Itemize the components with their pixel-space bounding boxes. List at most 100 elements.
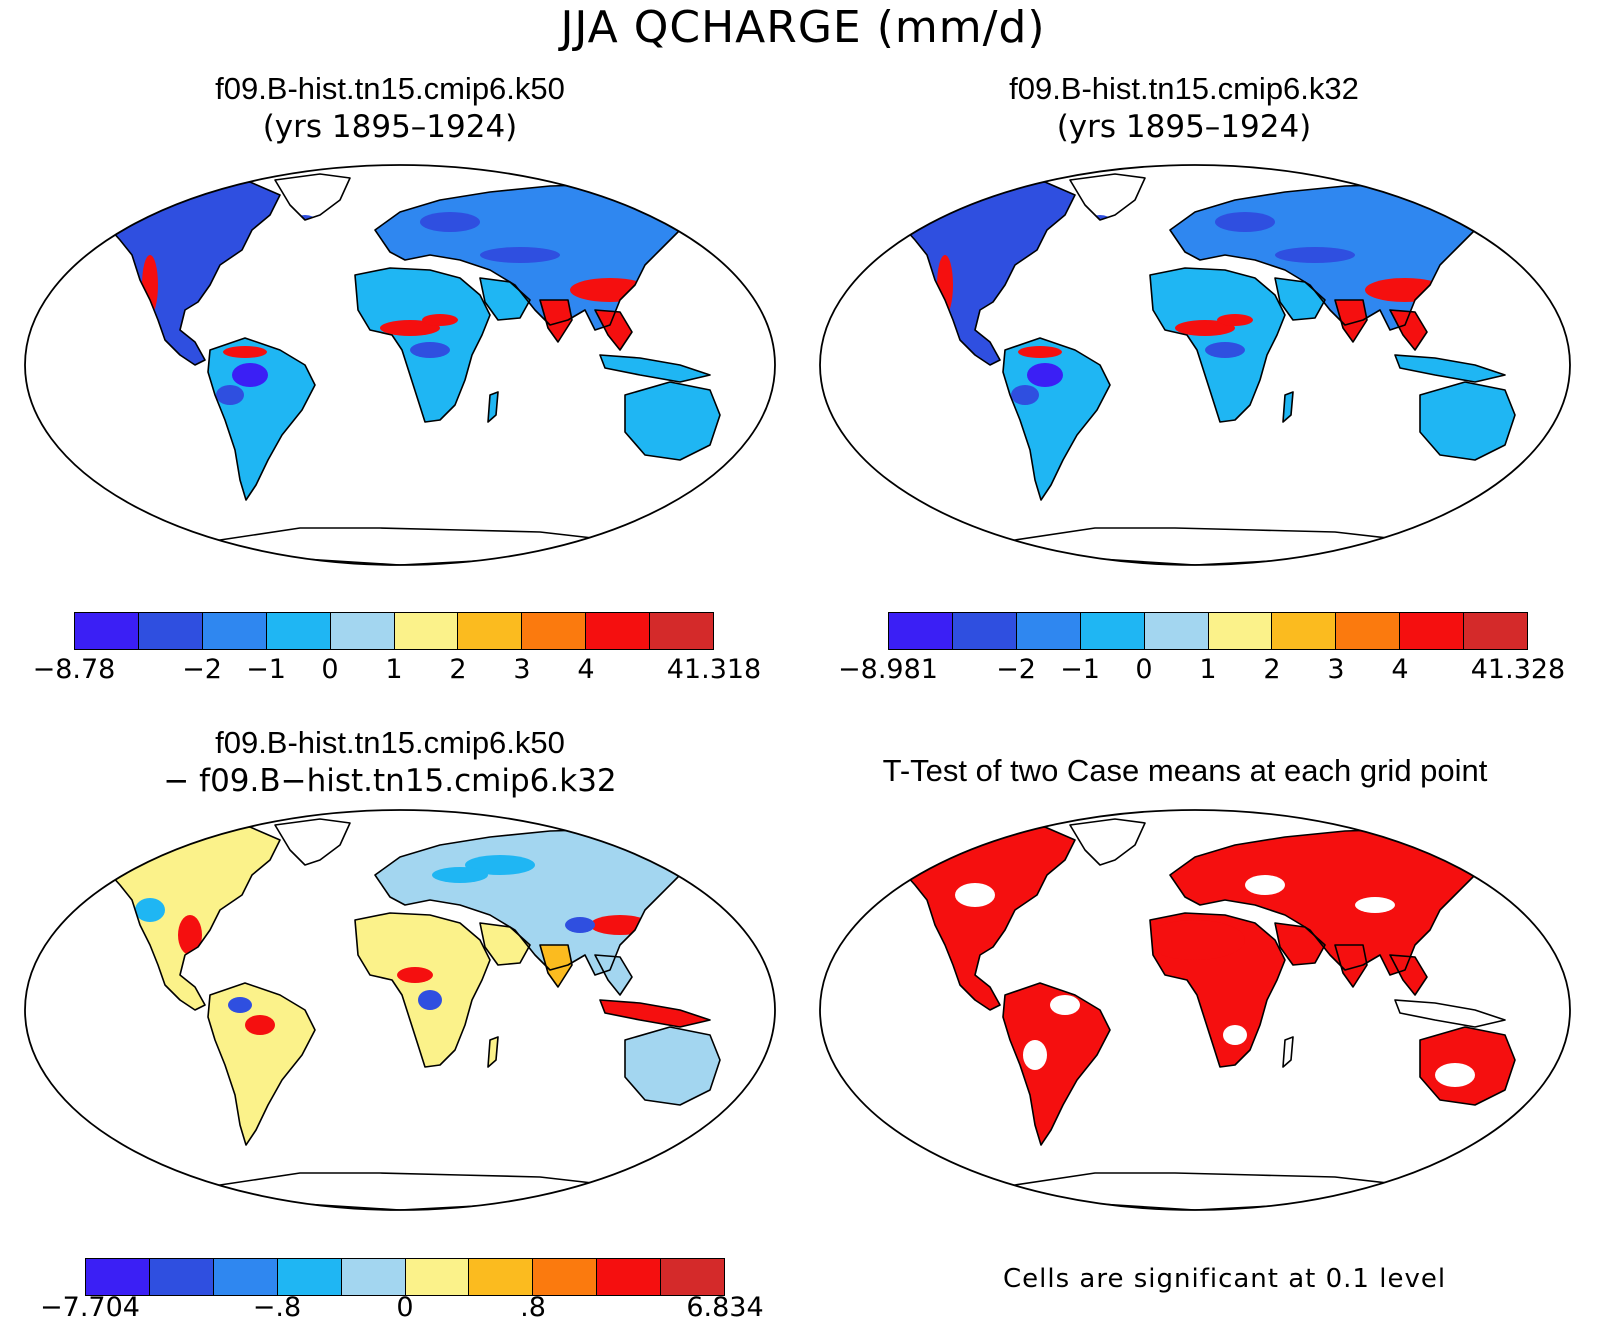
colorbar-label: −8.78 [32, 654, 116, 685]
colorbar-label: 2 [449, 654, 467, 685]
region-indonesia [1395, 1000, 1505, 1027]
coastline [354, 912, 491, 1068]
colorbar-label: 0 [396, 1292, 414, 1323]
colorbar-label: 0 [1135, 654, 1153, 685]
colorbar-swatch [1080, 613, 1145, 649]
map-k50 [24, 164, 776, 566]
panel-title-diff-line1: f09.B-hist.tn15.cmip6.k50 [215, 725, 565, 760]
colorbar-swatch [1016, 613, 1081, 649]
colorbar-swatch [650, 613, 714, 649]
colorbar-k50 [74, 612, 714, 650]
region-north-america [102, 182, 280, 365]
field-patch [380, 320, 440, 336]
coastline [1282, 391, 1294, 423]
coastline [1389, 954, 1428, 996]
panel-title-k32-line2: (yrs 1895–1924) [1056, 109, 1312, 145]
coastline [1169, 183, 1486, 331]
field-patch [232, 363, 268, 387]
colorbar-diff [85, 1258, 725, 1296]
field-patch [1023, 1040, 1047, 1070]
colorbar-swatch [889, 613, 953, 649]
map-ttest [819, 809, 1571, 1211]
colorbar-swatch [661, 1259, 725, 1295]
region-antarctica [160, 528, 650, 565]
significance-note: Cells are significant at 0.1 level [1003, 1264, 1447, 1294]
field-patch [418, 990, 442, 1010]
field-patch [432, 867, 488, 883]
field-patch [223, 346, 267, 358]
colorbar-label: .8 [520, 1292, 546, 1323]
colorbar-swatch [405, 1259, 470, 1295]
region-australia [625, 1027, 720, 1105]
coastline [1394, 999, 1506, 1028]
panel-title-k32-line1: f09.B-hist.tn15.cmip6.k32 [1009, 71, 1359, 106]
field-patch [1215, 212, 1275, 232]
coastline [374, 828, 691, 976]
field-patch [216, 385, 244, 405]
coastline [479, 277, 531, 321]
panel-title-k50-line1: f09.B-hist.tn15.cmip6.k50 [215, 71, 565, 106]
colorbar-swatch [1400, 613, 1465, 649]
field-patch [465, 855, 535, 875]
colorbar-swatch [1208, 613, 1273, 649]
region-arabia [480, 923, 530, 965]
region-europe-asia [1170, 829, 1485, 975]
coastline [896, 181, 1076, 366]
coastline [1389, 309, 1428, 351]
region-antarctica [160, 1173, 650, 1210]
colorbar-swatch [341, 1259, 406, 1295]
map-border [24, 164, 776, 566]
colorbar-swatch [586, 613, 651, 649]
region-greenland [275, 819, 350, 865]
coastline [624, 381, 721, 461]
colorbar-label: 4 [577, 654, 595, 685]
colorbar-label: −1 [246, 654, 286, 685]
colorbar-label: 2 [1263, 654, 1281, 685]
region-south-america [1003, 983, 1110, 1145]
colorbar-swatch [522, 613, 587, 649]
colorbar-label: 1 [1199, 654, 1217, 685]
field-patch [955, 883, 995, 907]
colorbar-label: −2 [182, 654, 222, 685]
coastline [1419, 1026, 1516, 1106]
colorbar-label: 6.834 [686, 1292, 764, 1323]
field-patch [397, 967, 433, 983]
colorbar-label: 3 [513, 654, 531, 685]
field-patch [420, 212, 480, 232]
field-patch [1050, 995, 1080, 1015]
colorbar-label: −8.981 [838, 654, 938, 685]
field-patch [1018, 346, 1062, 358]
region-antarctica [955, 528, 1445, 565]
coastline [207, 337, 316, 501]
colorbar-label: −.8 [252, 1292, 302, 1323]
region-australia [625, 382, 720, 460]
coastline [479, 922, 531, 966]
figure-title: JJA QCHARGE (mm/d) [560, 2, 1046, 53]
coastline [594, 954, 633, 996]
coastline [599, 354, 711, 383]
field-patch [1145, 920, 1245, 960]
region-europe-asia [375, 829, 690, 975]
region-north-america [897, 182, 1075, 365]
coastline [539, 299, 573, 343]
coastline [1394, 354, 1506, 383]
coastline [1419, 381, 1516, 461]
colorbar-label: 41.328 [1470, 654, 1566, 685]
field-patch [1011, 385, 1039, 405]
region-north-america [897, 827, 1075, 1010]
region-indonesia [600, 1000, 710, 1027]
colorbar-swatch [138, 613, 203, 649]
coastline [101, 181, 281, 366]
colorbar-swatch [1336, 613, 1401, 649]
map-diff [24, 809, 776, 1211]
field-patch [1205, 342, 1245, 358]
colorbar-swatch [277, 1259, 342, 1295]
region-greenland [275, 174, 350, 220]
colorbar-swatch [149, 1259, 214, 1295]
colorbar-swatch [1144, 613, 1209, 649]
panel-title-k50-line2: (yrs 1895–1924) [262, 109, 518, 145]
field-patch [565, 917, 595, 933]
coastline [487, 391, 499, 423]
field-patch [422, 314, 458, 326]
field-patch [285, 215, 325, 255]
